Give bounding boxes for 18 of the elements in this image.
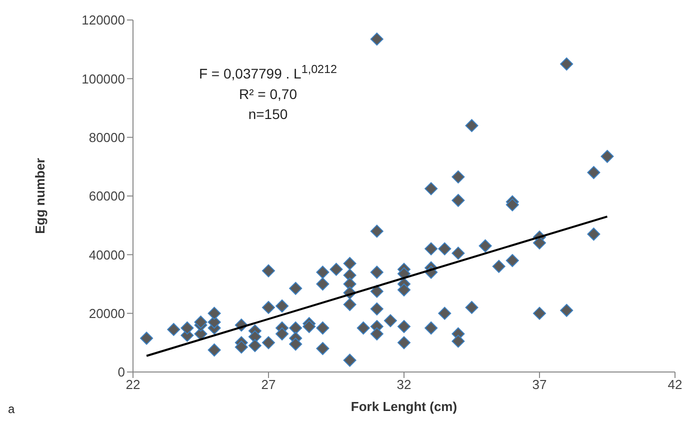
y-tick-label: 100000: [82, 71, 125, 86]
x-tick-label: 27: [261, 377, 276, 392]
y-tick-label: 40000: [88, 247, 125, 262]
x-tick-label: 37: [532, 377, 547, 392]
annotation: R² = 0,70: [238, 84, 298, 104]
x-tick-label: 42: [668, 377, 682, 392]
y-axis-title: Egg number: [32, 158, 48, 234]
y-tick-label: 80000: [88, 130, 125, 145]
y-tick-label: 60000: [88, 188, 125, 204]
text: a: [8, 402, 16, 416]
y-tick-label: 20000: [88, 306, 125, 321]
y-tick-label: 0: [118, 364, 125, 380]
x-axis-title: Fork Lenght (cm): [350, 399, 458, 414]
annotation: F = 0,037799 . L$^{1,0212}$: [198, 62, 338, 84]
x-tick-label: 32: [396, 377, 412, 392]
annotation: n=150: [247, 104, 289, 124]
x-tick-label: 22: [126, 377, 140, 392]
y-tick-label: 120000: [82, 12, 125, 28]
